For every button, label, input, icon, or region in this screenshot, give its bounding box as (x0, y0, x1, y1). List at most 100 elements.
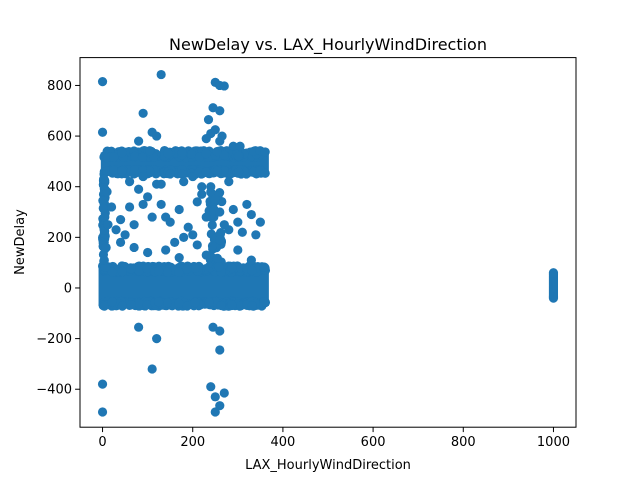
x-tick-label: 0 (98, 435, 106, 450)
scatter-point (103, 220, 113, 230)
scatter-point (125, 177, 135, 187)
scatter-point (156, 199, 166, 210)
scatter-point (247, 265, 257, 276)
scatter-point (548, 268, 559, 278)
scatter-point (107, 297, 117, 307)
scatter-point (192, 197, 202, 207)
scatter-point (145, 166, 155, 176)
scatter-point (134, 266, 144, 276)
y-tick-label: 200 (47, 231, 72, 246)
scatter-point (237, 227, 247, 237)
scatter-point (228, 141, 238, 151)
scatter-point (251, 230, 261, 240)
scatter-point (215, 106, 225, 116)
scatter-point (134, 184, 144, 194)
scatter-point (210, 125, 220, 135)
scatter-point (210, 407, 220, 417)
scatter-point (227, 263, 237, 273)
scatter-point (179, 232, 189, 242)
x-tick-label: 200 (180, 435, 205, 450)
scatter-point (207, 220, 217, 230)
scatter-point (170, 237, 180, 247)
scatter-point (214, 262, 224, 272)
scatter-point (183, 222, 193, 232)
scatter-point (259, 262, 269, 272)
scatter-point (201, 250, 211, 260)
scatter-point (174, 298, 184, 308)
scatter-point (182, 264, 192, 274)
scatter-point (259, 297, 269, 307)
scatter-point (142, 300, 152, 310)
scatter-point (197, 189, 207, 199)
scatter-point (126, 263, 136, 274)
scatter-point (165, 169, 175, 179)
data-points (97, 69, 559, 417)
scatter-point (228, 204, 238, 215)
scatter-point (194, 167, 204, 177)
scatter-point (177, 169, 187, 179)
scatter-point (130, 165, 140, 175)
y-tick-label: 800 (47, 79, 72, 94)
scatter-point (162, 297, 173, 308)
scatter-point (152, 334, 162, 344)
scatter-point (215, 235, 225, 245)
scatter-point (153, 297, 164, 307)
scatter-point (97, 127, 108, 137)
scatter-point (162, 267, 173, 277)
y-tick-label: 600 (47, 130, 72, 145)
scatter-point (247, 301, 257, 311)
y-tick-label: −400 (36, 383, 72, 398)
y-tick-label: 0 (64, 281, 72, 296)
scatter-point (190, 297, 200, 308)
scatter-point (210, 392, 220, 402)
scatter-point (134, 136, 144, 146)
scatter-point (216, 300, 226, 311)
scatter-point (190, 263, 200, 273)
scatter-point (126, 300, 136, 310)
scatter-point (215, 136, 225, 146)
y-tick-label: 400 (47, 180, 72, 195)
scatter-point (201, 148, 211, 159)
scatter-point (206, 182, 216, 192)
scatter-point (206, 382, 216, 392)
scatter-point (134, 299, 144, 309)
scatter-point (156, 179, 166, 189)
scatter-point (111, 225, 121, 235)
scatter-point (138, 199, 148, 210)
scatter-point (246, 255, 256, 265)
scatter-point (138, 108, 148, 118)
scatter-point (177, 147, 187, 158)
scatter-point (174, 204, 184, 215)
scatter-point (152, 131, 162, 141)
y-axis-ticks: −400 −200 0 200 400 600 800 (36, 79, 80, 398)
scatter-point (219, 166, 229, 176)
scatter-point (101, 242, 111, 253)
scatter-point (255, 217, 265, 227)
scatter-point (117, 267, 127, 277)
x-tick-label: 800 (451, 435, 476, 450)
y-axis-label: NewDelay (13, 209, 28, 275)
scatter-point (235, 141, 245, 151)
scatter-point (138, 171, 148, 182)
scatter-point (109, 165, 119, 175)
scatter-point (117, 166, 127, 176)
scatter-point (233, 167, 244, 177)
scatter-point (208, 322, 218, 332)
scatter-point (227, 300, 237, 310)
scatter-point (125, 202, 135, 212)
scatter-point (188, 171, 198, 182)
scatter-point (215, 326, 225, 336)
x-tick-label: 600 (361, 435, 386, 450)
scatter-point (143, 247, 153, 258)
scatter-point (102, 187, 112, 197)
scatter-point (130, 151, 140, 161)
scatter-point (117, 148, 127, 158)
scatter-point (129, 220, 139, 230)
scatter-point (98, 196, 108, 206)
scatter-point (99, 174, 109, 184)
scatter-point (101, 166, 112, 176)
scatter-point (115, 237, 126, 247)
scatter-point (187, 149, 197, 159)
scatter-point (165, 217, 175, 227)
